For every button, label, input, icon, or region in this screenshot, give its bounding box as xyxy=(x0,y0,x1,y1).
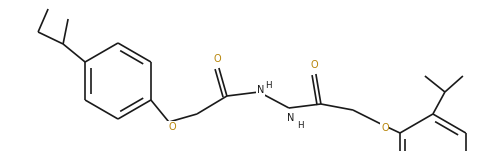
Text: N: N xyxy=(287,113,295,123)
Text: H: H xyxy=(266,82,272,90)
Text: O: O xyxy=(310,60,318,70)
Text: O: O xyxy=(168,122,176,132)
Text: O: O xyxy=(213,54,221,64)
Text: N: N xyxy=(257,85,265,95)
Text: H: H xyxy=(298,122,304,130)
Text: O: O xyxy=(381,123,389,133)
